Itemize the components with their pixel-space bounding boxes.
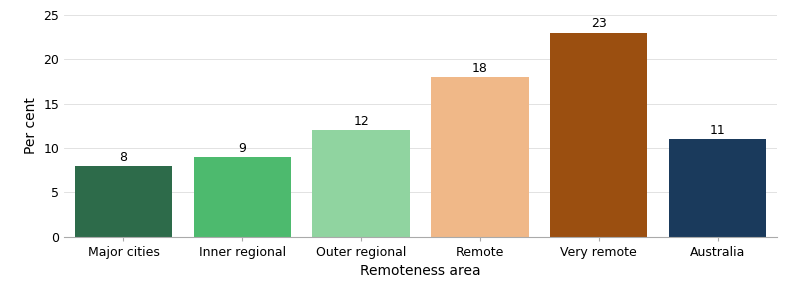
Bar: [194, 157, 291, 237]
Text: 11: 11: [710, 124, 726, 137]
Text: 12: 12: [353, 115, 369, 128]
Text: 23: 23: [591, 17, 606, 30]
Bar: [669, 139, 767, 237]
Text: 18: 18: [472, 62, 488, 75]
Bar: [312, 130, 410, 237]
Bar: [431, 77, 529, 237]
Bar: [550, 33, 647, 237]
Y-axis label: Per cent: Per cent: [24, 97, 38, 154]
Text: 9: 9: [239, 142, 246, 155]
X-axis label: Remoteness area: Remoteness area: [360, 264, 481, 278]
Text: 8: 8: [119, 151, 127, 163]
Bar: [74, 166, 172, 237]
